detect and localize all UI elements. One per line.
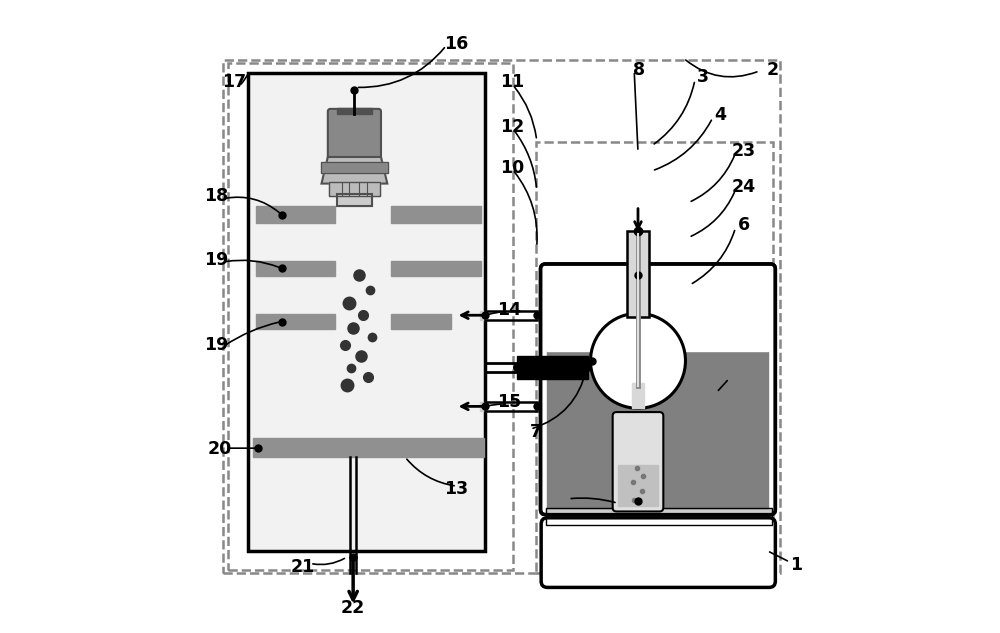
Bar bbox=[391, 206, 481, 223]
Bar bbox=[632, 383, 644, 408]
Bar bbox=[253, 438, 484, 457]
Text: 12: 12 bbox=[501, 118, 525, 135]
Text: 7: 7 bbox=[529, 423, 541, 441]
Text: 15: 15 bbox=[497, 393, 522, 411]
FancyBboxPatch shape bbox=[541, 518, 775, 587]
Text: 22: 22 bbox=[341, 599, 365, 617]
Bar bbox=[337, 108, 372, 114]
Text: 16: 16 bbox=[444, 35, 468, 53]
Text: 11: 11 bbox=[501, 73, 525, 91]
Bar bbox=[329, 182, 380, 196]
Text: 1: 1 bbox=[790, 556, 802, 573]
Text: 19: 19 bbox=[204, 336, 229, 354]
Text: 21: 21 bbox=[290, 558, 315, 575]
Bar bbox=[627, 231, 649, 316]
Bar bbox=[256, 206, 335, 223]
Bar bbox=[391, 261, 481, 276]
Text: 9: 9 bbox=[731, 368, 743, 385]
Bar bbox=[337, 194, 372, 206]
Bar bbox=[337, 194, 372, 206]
Text: 6: 6 bbox=[738, 216, 750, 234]
Bar bbox=[627, 231, 649, 316]
FancyBboxPatch shape bbox=[248, 73, 485, 551]
Bar bbox=[546, 508, 772, 525]
Bar bbox=[517, 356, 588, 379]
Bar bbox=[547, 271, 768, 351]
Bar bbox=[547, 351, 768, 508]
Bar bbox=[480, 311, 487, 320]
Bar bbox=[329, 182, 380, 196]
Text: 8: 8 bbox=[633, 61, 645, 78]
Text: 2: 2 bbox=[766, 61, 778, 78]
Circle shape bbox=[591, 313, 685, 408]
Text: 5: 5 bbox=[567, 492, 579, 510]
Text: 19: 19 bbox=[204, 251, 229, 268]
Text: 20: 20 bbox=[208, 441, 232, 458]
Bar bbox=[391, 314, 451, 329]
Polygon shape bbox=[321, 157, 387, 184]
Bar bbox=[321, 162, 388, 173]
Bar bbox=[321, 162, 388, 173]
Text: 3: 3 bbox=[697, 68, 709, 86]
FancyBboxPatch shape bbox=[613, 412, 663, 511]
Text: 24: 24 bbox=[732, 179, 756, 196]
Text: 14: 14 bbox=[497, 301, 522, 319]
Bar bbox=[618, 465, 658, 506]
FancyBboxPatch shape bbox=[328, 109, 381, 160]
Bar bbox=[256, 261, 335, 276]
Bar bbox=[546, 508, 772, 525]
Bar bbox=[256, 314, 335, 329]
Bar bbox=[480, 402, 487, 411]
Text: 10: 10 bbox=[501, 159, 525, 177]
FancyBboxPatch shape bbox=[541, 264, 775, 515]
Text: 18: 18 bbox=[204, 187, 229, 205]
Text: 23: 23 bbox=[732, 142, 756, 160]
Text: 13: 13 bbox=[444, 480, 468, 498]
Text: 4: 4 bbox=[714, 106, 726, 124]
Text: 17: 17 bbox=[222, 73, 246, 91]
